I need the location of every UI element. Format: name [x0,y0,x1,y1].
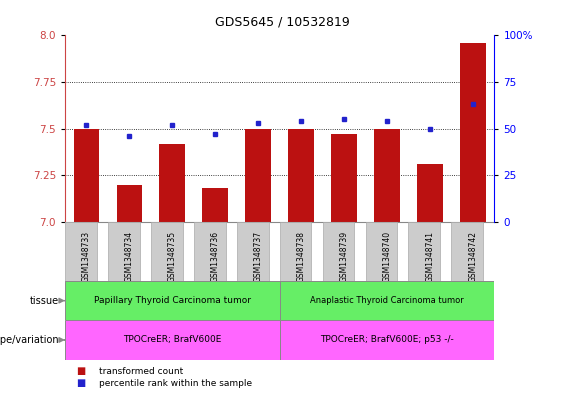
Bar [237,222,268,281]
Bar [331,134,357,222]
Text: GSM1348740: GSM1348740 [383,231,392,282]
Text: GSM1348739: GSM1348739 [340,231,349,282]
Bar [460,43,486,222]
Bar [323,222,354,281]
Text: TPOCreER; BrafV600E: TPOCreER; BrafV600E [123,336,221,344]
Bar [108,222,140,281]
Text: Anaplastic Thyroid Carcinoma tumor: Anaplastic Thyroid Carcinoma tumor [310,296,464,305]
Text: Papillary Thyroid Carcinoma tumor: Papillary Thyroid Carcinoma tumor [94,296,251,305]
Text: GSM1348737: GSM1348737 [254,231,263,282]
Text: transformed count: transformed count [99,367,183,376]
Bar [73,129,99,222]
Bar [280,320,494,360]
Text: GDS5645 / 10532819: GDS5645 / 10532819 [215,16,350,29]
Bar [417,164,443,222]
Bar [202,189,228,222]
Bar [65,281,280,320]
Bar [280,222,311,281]
Text: genotype/variation: genotype/variation [0,335,59,345]
Bar [159,144,185,222]
Bar [194,222,225,281]
Bar [65,320,280,360]
Text: ■: ■ [76,366,85,376]
Bar [366,222,397,281]
Text: GSM1348742: GSM1348742 [468,231,477,282]
Text: percentile rank within the sample: percentile rank within the sample [99,379,252,387]
Text: ■: ■ [76,378,85,388]
Bar [451,222,483,281]
Text: GSM1348733: GSM1348733 [82,231,91,282]
Text: TPOCreER; BrafV600E; p53 -/-: TPOCreER; BrafV600E; p53 -/- [320,336,454,344]
Bar [116,185,142,222]
Text: GSM1348736: GSM1348736 [211,231,220,282]
Text: GSM1348741: GSM1348741 [425,231,434,282]
Text: GSM1348738: GSM1348738 [297,231,306,282]
Bar [408,222,440,281]
Text: GSM1348734: GSM1348734 [125,231,134,282]
Text: tissue: tissue [30,296,59,306]
Bar [65,222,97,281]
Bar [245,129,271,222]
Bar [280,281,494,320]
Bar [374,129,400,222]
Bar [151,222,182,281]
Bar [288,129,314,222]
Text: GSM1348735: GSM1348735 [168,231,177,282]
